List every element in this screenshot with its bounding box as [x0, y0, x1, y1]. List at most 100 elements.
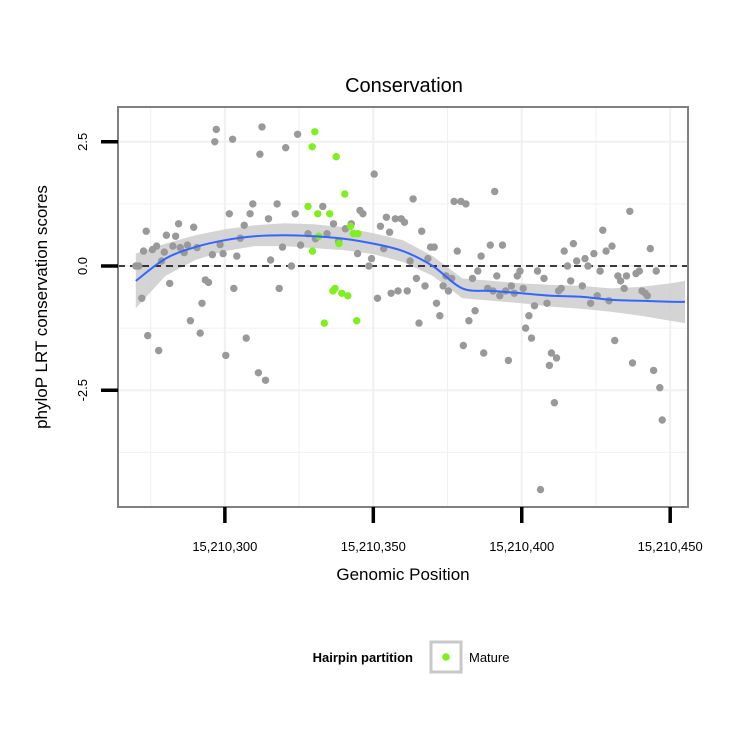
- data-point: [365, 262, 373, 270]
- data-point: [620, 284, 628, 293]
- data-point: [486, 241, 494, 249]
- x-tick-label: 15,210,400: [489, 539, 554, 554]
- data-point-mature: [353, 317, 361, 325]
- confidence-band: [135, 223, 686, 324]
- data-point: [652, 267, 660, 275]
- data-point: [264, 215, 273, 223]
- data-point: [430, 243, 438, 251]
- data-point: [545, 361, 554, 370]
- data-point: [233, 252, 241, 260]
- data-point: [493, 272, 501, 280]
- data-point: [412, 274, 421, 283]
- data-point: [560, 247, 568, 255]
- smooth-line: [135, 234, 686, 303]
- plot-panel: [117, 106, 689, 508]
- data-point: [658, 416, 666, 424]
- x-axis: 15,210,300 15,210,350 15,210,400 15,210,450: [192, 507, 703, 554]
- data-point: [359, 210, 367, 218]
- data-point: [152, 242, 161, 250]
- data-point: [266, 256, 275, 264]
- data-point: [138, 294, 146, 302]
- data-point-mature: [308, 247, 317, 255]
- data-point: [190, 223, 198, 231]
- data-point: [216, 240, 224, 249]
- data-point-mature: [338, 289, 346, 297]
- data-point: [323, 230, 331, 238]
- legend-label-mature: Mature: [469, 650, 509, 665]
- data-point-mature: [304, 202, 312, 211]
- data-point: [563, 262, 572, 270]
- data-point: [586, 299, 595, 307]
- data-point: [480, 349, 488, 357]
- data-point: [282, 144, 290, 152]
- data-point: [208, 250, 217, 259]
- data-point: [569, 239, 578, 248]
- data-point-mature: [341, 190, 349, 198]
- data-point: [261, 376, 270, 384]
- data-point: [385, 228, 394, 236]
- data-point: [533, 267, 542, 275]
- x-axis-label: Genomic Position: [336, 565, 469, 584]
- data-point: [530, 302, 539, 310]
- data-point: [171, 232, 180, 240]
- data-point: [287, 262, 296, 270]
- data-point-mature: [314, 210, 322, 218]
- data-point: [376, 222, 385, 230]
- confidence-band-area: [135, 223, 686, 324]
- data-point: [183, 241, 192, 249]
- data-point: [382, 213, 391, 221]
- data-point: [567, 277, 575, 285]
- data-point: [169, 242, 177, 250]
- legend-title: Hairpin partition: [313, 650, 413, 665]
- data-point: [135, 262, 143, 270]
- data-point-mature: [354, 230, 362, 238]
- data-point: [552, 354, 561, 362]
- data-point: [329, 220, 338, 228]
- data-point: [602, 247, 610, 255]
- legend-key-mature: [442, 653, 450, 661]
- data-point: [573, 257, 581, 265]
- data-point-mature: [311, 128, 319, 136]
- data-point: [432, 299, 441, 307]
- data-point: [453, 247, 461, 255]
- data-point: [436, 312, 444, 320]
- data-point: [649, 366, 658, 375]
- data-point: [228, 135, 237, 143]
- data-point: [519, 284, 527, 293]
- data-point: [186, 317, 195, 325]
- x-tick-label: 15,210,300: [192, 539, 257, 554]
- data-point: [507, 282, 516, 290]
- data-point: [635, 267, 643, 275]
- data-point: [249, 200, 257, 208]
- data-point: [557, 284, 565, 293]
- data-point: [246, 210, 254, 218]
- data-point: [174, 220, 183, 228]
- data-point-mature: [320, 319, 328, 327]
- panel-border: [117, 106, 689, 508]
- y-tick-label: 2.5: [75, 133, 90, 151]
- data-point: [198, 299, 206, 307]
- y-axis-label: phyloP LRT conservation scores: [32, 185, 51, 429]
- data-point: [599, 226, 607, 234]
- data-point: [319, 202, 327, 211]
- data-point-mature: [332, 153, 340, 161]
- data-point-mature: [344, 292, 352, 300]
- data-point: [242, 334, 250, 342]
- x-tick-label: 15,210,450: [638, 539, 703, 554]
- data-point: [516, 267, 524, 275]
- data-point: [418, 227, 426, 235]
- data-point: [204, 278, 213, 287]
- data-point: [468, 274, 477, 283]
- data-point: [578, 282, 586, 290]
- data-point: [400, 218, 409, 226]
- data-point-mature: [326, 210, 334, 218]
- data-point: [160, 248, 168, 256]
- data-point: [256, 150, 264, 158]
- data-point: [230, 284, 238, 293]
- data-point: [254, 369, 263, 377]
- data-point: [144, 331, 152, 340]
- data-point: [581, 254, 589, 263]
- data-point: [353, 249, 362, 258]
- data-point: [616, 277, 625, 285]
- data-point: [536, 485, 545, 494]
